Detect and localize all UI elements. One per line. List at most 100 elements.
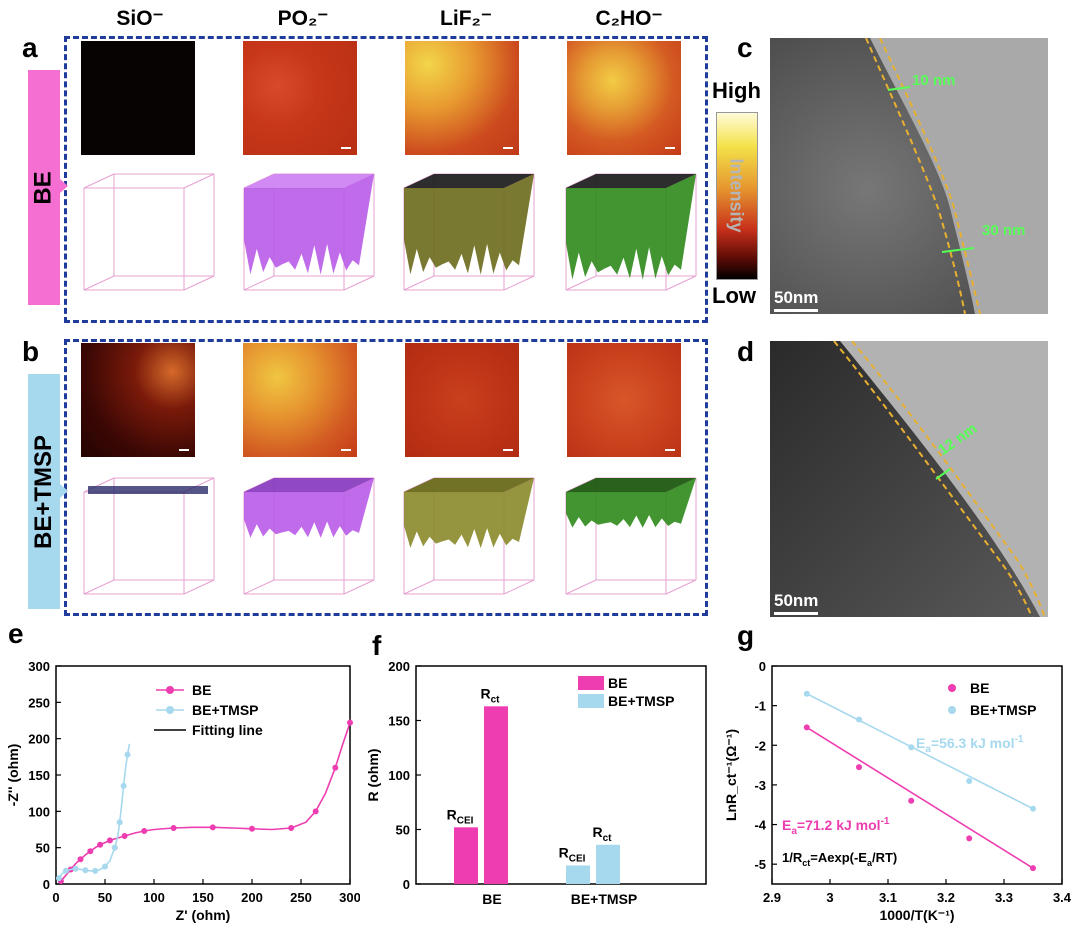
data-point [908,744,915,751]
map-a-lif2 [405,41,519,155]
cube-top [244,478,374,492]
data-point [966,835,973,842]
x-tick-label: 0 [52,890,59,905]
annot-text: /RT) [872,850,897,865]
row-label-tmsp: BE+TMSP [30,434,57,549]
legend-label: BE [970,680,989,696]
cube-volume [244,478,374,538]
cube-edge [503,579,535,595]
legend-marker [948,684,956,692]
cube-top [566,478,696,492]
cube-volume [404,174,534,275]
data-point [803,690,810,697]
row-label-be-bar: BE [28,70,60,305]
annot-text: =Aexp(-E [810,850,867,865]
y-tick-label: 300 [28,659,50,674]
y-tick-label: 150 [388,714,410,729]
tem-image-c: 10 nm 30 nm 50nm [770,38,1048,314]
cube-edge [665,275,697,291]
cube-edge [503,275,535,291]
cube-b-c2ho [565,477,697,595]
data-point [120,782,127,789]
colorbar [716,112,758,280]
panel-label-c: c [737,32,753,63]
legend-label: BE+TMSP [608,693,675,709]
y-tick-label: 200 [388,659,410,674]
data-point [1030,805,1036,812]
data-point [856,716,862,723]
data-point [249,825,255,832]
colorbar-intensity: Intensity [726,157,747,233]
frame-b [64,339,708,616]
annot-subscript: a [867,858,873,868]
cube-b-po2 [243,477,375,595]
data-point [288,825,295,832]
cube-edge [243,579,275,595]
tem-c-thickness-30: 30 nm [982,222,1026,239]
plot-frame [771,665,1063,885]
annot-subscript: a [925,744,931,755]
y-tick-label: 250 [28,695,50,710]
cube-volume [404,478,534,549]
cube-edge [243,275,275,291]
annot-text: =71.2 kJ mol [797,817,881,833]
row-arrow-be [60,179,68,193]
cube-b-sio [83,477,215,595]
bar-label-subscript: ct [491,694,501,705]
x-tick-label: 2.9 [763,890,781,905]
y-axis-label: R (ohm) [365,749,381,802]
y-tick-label: 0 [43,877,50,892]
bar-label-subscript: CEI [569,853,586,864]
map-b-lif2 [405,343,519,457]
legend-label: BE [192,682,211,698]
legend-swatch [578,676,604,690]
cube-a-sio [83,173,215,291]
tem-c-drawing [770,38,1048,314]
data-point [106,837,113,844]
data-point [1030,865,1036,872]
scale-bar [665,449,675,451]
data-point [116,819,123,826]
y-tick-label: 0 [403,877,410,892]
map-a-sio [81,41,195,155]
data-point [55,875,62,882]
colorbar-high: High [712,78,761,103]
annot-superscript: -1 [1015,734,1024,745]
x-tick-label: 300 [339,890,360,905]
x-tick-label: 3.1 [879,890,897,905]
scale-bar [665,147,675,149]
y-axis-label: -Z'' (ohm) [5,744,21,807]
chart-e: 0 50 100 150 200 250 300 0 50 100 150 200 250 300 Z' (… [5,659,360,923]
panel-label-g: g [737,620,755,651]
y-tick-label: -1 [754,699,766,714]
panel-label-a: a [22,32,38,63]
bar-label: RCEI [447,806,474,826]
tem-d-drawing [770,341,1048,617]
cube-edge [565,275,597,291]
tem-c-scalebar: 50nm [774,288,819,312]
legend-label: Fitting line [192,722,263,738]
y-tick-label: -3 [754,778,766,793]
row-arrow-tmsp [60,484,68,498]
cube-top [244,174,374,188]
header-lif2: LiF₂⁻ [440,7,492,30]
cube-edge [665,579,697,595]
data-point [87,848,94,855]
legend-swatch [578,694,604,708]
legend-marker [166,706,174,714]
data-point [312,808,319,815]
chart-g: 2.9 3 3.1 3.2 3.3 3.4 0 -1 -2 -3 -4 -5 1000/T(K⁻¹) Ln… [723,659,1072,923]
data-point [966,777,973,784]
bar-R_ct-BE [484,706,508,884]
cube-edge [83,275,115,291]
data-point [97,841,104,848]
y-tick-label: 50 [36,841,50,856]
cube-edge [403,275,435,291]
scale-bar [341,449,351,451]
data-point [62,867,69,874]
data-point [908,797,915,804]
cube-top [404,174,534,188]
bar-label: Rct [480,685,500,705]
header-po2: PO₂⁻ [277,7,329,30]
bar-R_ct-BE+TMSP [596,844,620,884]
